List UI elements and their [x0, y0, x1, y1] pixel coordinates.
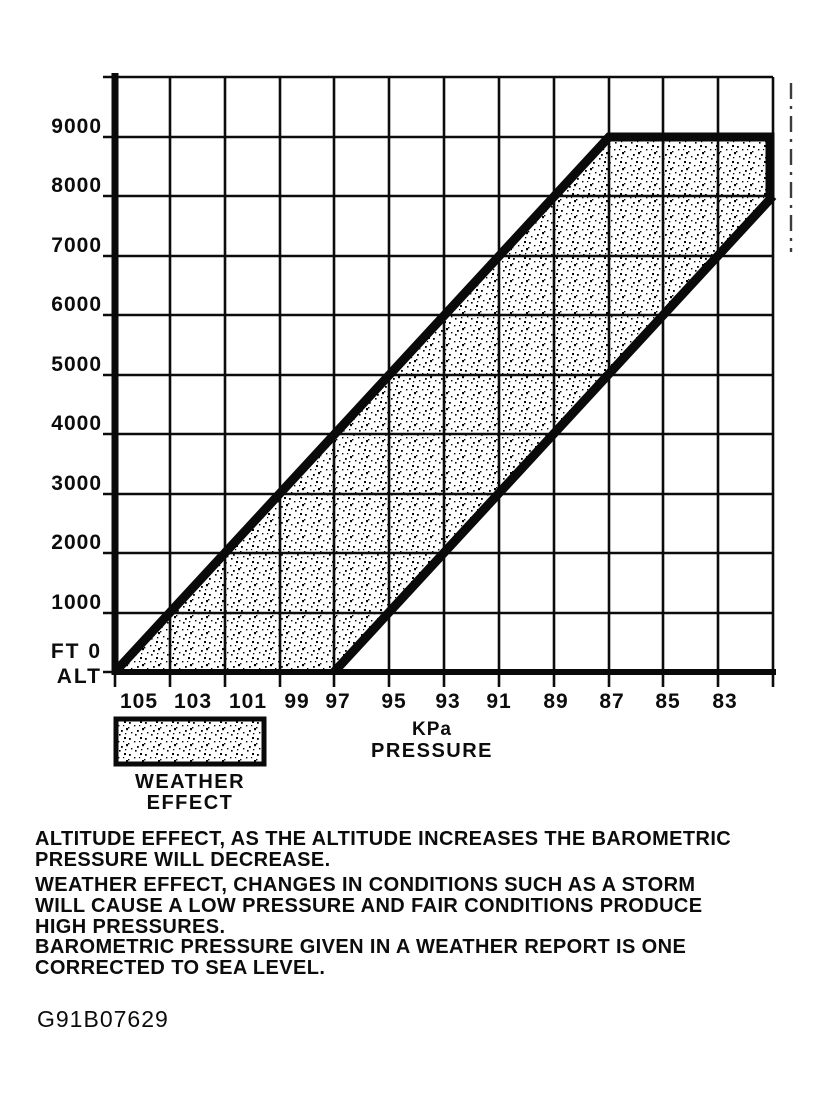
x-tick-label-101: 101	[228, 690, 268, 713]
note-sea-level-correction: BAROMETRIC PRESSURE GIVEN IN A WEATHER R…	[35, 936, 687, 979]
y-tick-label-9000: 9000	[51, 115, 102, 138]
x-axis-title: PRESSURE	[370, 740, 494, 762]
y-tick-label-3000: 3000	[51, 472, 102, 495]
legend-label-line2: EFFECT	[146, 792, 234, 814]
y-tick-label-8000: 8000	[51, 174, 102, 197]
y-tick-label-6000: 6000	[51, 293, 102, 316]
x-tick-label-93: 93	[435, 690, 461, 713]
x-tick-label-105: 105	[119, 690, 159, 713]
x-tick-label-91: 91	[486, 690, 512, 713]
y-tick-label-7000: 7000	[51, 234, 102, 257]
y-axis-zero-label: FT 0	[50, 640, 102, 663]
note-weather-effect: WEATHER EFFECT, CHANGES IN CONDITIONS SU…	[35, 874, 703, 938]
y-tick-label-2000: 2000	[51, 531, 102, 554]
y-tick-label-5000: 5000	[51, 353, 102, 376]
x-tick-label-95: 95	[381, 690, 407, 713]
y-tick-label-1000: 1000	[51, 591, 102, 614]
pressure-altitude-chart	[103, 73, 793, 767]
legend-swatch	[113, 716, 267, 767]
x-tick-label-103: 103	[173, 690, 213, 713]
low-pressure-boundary-line	[330, 192, 777, 676]
y-axis-unit-label: ALT	[56, 665, 102, 688]
note-altitude-effect: ALTITUDE EFFECT, AS THE ALTITUDE INCREAS…	[35, 828, 732, 871]
x-tick-label-85: 85	[655, 690, 681, 713]
x-tick-label-99: 99	[284, 690, 310, 713]
figure-id: G91B07629	[37, 1006, 169, 1032]
x-tick-label-83: 83	[712, 690, 738, 713]
high-pressure-boundary-line	[111, 132, 775, 676]
legend-label-line1: WEATHER	[134, 771, 246, 793]
y-tick-label-4000: 4000	[51, 412, 102, 435]
x-tick-label-97: 97	[325, 690, 351, 713]
x-tick-label-87: 87	[599, 690, 625, 713]
x-axis-unit-label: KPa	[412, 719, 452, 740]
x-tick-label-89: 89	[543, 690, 569, 713]
